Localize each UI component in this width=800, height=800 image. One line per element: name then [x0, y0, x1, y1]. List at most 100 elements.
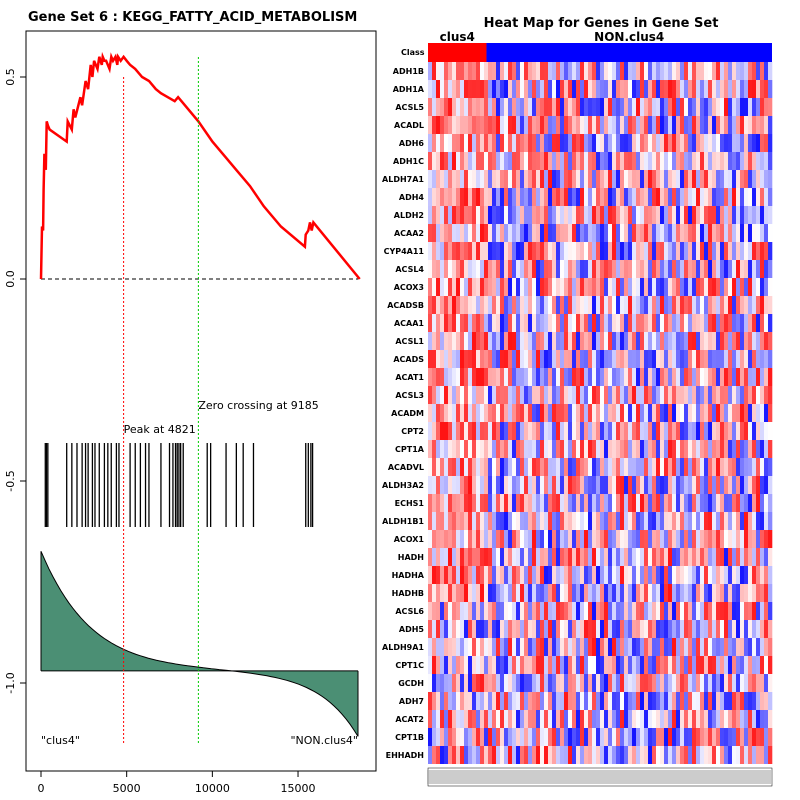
heatmap-cell	[756, 494, 761, 512]
heatmap-cell	[680, 314, 685, 332]
heatmap-cell	[456, 692, 461, 710]
heatmap-cell	[444, 242, 449, 260]
heatmap-cell	[432, 152, 437, 170]
heatmap-cell	[540, 746, 545, 764]
heatmap-cell	[684, 656, 689, 674]
heatmap-cell	[452, 116, 457, 134]
heatmap-cell	[452, 674, 457, 692]
heatmap-cell	[428, 458, 433, 476]
heatmap-cell	[596, 206, 601, 224]
heatmap-cell	[628, 368, 633, 386]
heatmap-cell	[708, 278, 713, 296]
heatmap-cell	[452, 206, 457, 224]
heatmap-cell	[724, 494, 729, 512]
heatmap-cell	[572, 188, 577, 206]
heatmap-cell	[656, 242, 661, 260]
heatmap-cell	[444, 674, 449, 692]
heatmap-cell	[452, 602, 457, 620]
heatmap-cell	[516, 512, 521, 530]
heatmap-cell	[484, 512, 489, 530]
heatmap-cell	[640, 620, 645, 638]
heatmap-cell	[544, 386, 549, 404]
heatmap-cell	[612, 152, 617, 170]
heatmap-cell	[580, 368, 585, 386]
heatmap-cell	[448, 440, 453, 458]
heatmap-cell	[676, 260, 681, 278]
heatmap-cell	[756, 170, 761, 188]
heatmap-cell	[540, 620, 545, 638]
heatmap-cell	[564, 422, 569, 440]
heatmap-cell	[648, 80, 653, 98]
heatmap-cell	[680, 512, 685, 530]
heatmap-cell	[704, 530, 709, 548]
heatmap-cell	[648, 692, 653, 710]
heatmap-cell	[596, 458, 601, 476]
heatmap-cell	[708, 602, 713, 620]
heatmap-cell	[624, 98, 629, 116]
heatmap-cell	[428, 224, 433, 242]
heatmap-cell	[688, 116, 693, 134]
heatmap-cell	[456, 170, 461, 188]
heatmap-cell	[744, 206, 749, 224]
heatmap-cell	[572, 206, 577, 224]
heatmap-cell	[676, 476, 681, 494]
heatmap-cell	[532, 368, 537, 386]
heatmap-row	[428, 674, 773, 692]
heatmap-cell	[432, 368, 437, 386]
heatmap-cell	[568, 692, 573, 710]
heatmap-cell	[536, 386, 541, 404]
heatmap-cell	[484, 242, 489, 260]
heatmap-row	[428, 512, 773, 530]
heatmap-cell	[428, 206, 433, 224]
heatmap-cell	[636, 728, 641, 746]
heatmap-cell	[432, 422, 437, 440]
heatmap-cell	[748, 620, 753, 638]
heatmap-cell	[548, 98, 553, 116]
heatmap-cell	[500, 116, 505, 134]
heatmap-cell	[584, 332, 589, 350]
heatmap-cell	[684, 710, 689, 728]
heatmap-cell	[676, 440, 681, 458]
heatmap-cell	[600, 476, 605, 494]
heatmap-cell	[512, 692, 517, 710]
heatmap-cell	[464, 116, 469, 134]
heatmap-cell	[568, 170, 573, 188]
heatmap-cell	[444, 80, 449, 98]
heatmap-cell	[756, 674, 761, 692]
heatmap-cell	[728, 386, 733, 404]
heatmap-cell	[720, 98, 725, 116]
heatmap-cell	[628, 152, 633, 170]
heatmap-cell	[732, 548, 737, 566]
heatmap-cell	[756, 458, 761, 476]
heatmap-cell	[712, 458, 717, 476]
heatmap-cell	[604, 260, 609, 278]
heatmap-cell	[668, 62, 673, 80]
heatmap-cell	[704, 692, 709, 710]
heatmap-cell	[748, 386, 753, 404]
heatmap-cell	[560, 458, 565, 476]
heatmap-cell	[680, 494, 685, 512]
heatmap-cell	[672, 332, 677, 350]
class-bar-clus4	[428, 43, 487, 62]
heatmap-cell	[536, 458, 541, 476]
heatmap-cell	[456, 80, 461, 98]
heatmap-cell	[480, 602, 485, 620]
heatmap-cell	[720, 404, 725, 422]
heatmap-cell	[520, 656, 525, 674]
heatmap-cell	[768, 188, 773, 206]
heatmap-cell	[600, 602, 605, 620]
heatmap-cell	[556, 728, 561, 746]
heatmap-cell	[688, 422, 693, 440]
heatmap-cell	[456, 656, 461, 674]
heatmap-cell	[676, 98, 681, 116]
heatmap-cell	[612, 350, 617, 368]
heatmap-cell	[488, 692, 493, 710]
heatmap-cell	[628, 224, 633, 242]
heatmap-cell	[580, 296, 585, 314]
heatmap-cell	[596, 188, 601, 206]
heatmap-cell	[508, 458, 513, 476]
heatmap-cell	[580, 548, 585, 566]
heatmap-cell	[504, 242, 509, 260]
heatmap-cell	[440, 584, 445, 602]
heatmap-cell	[448, 170, 453, 188]
